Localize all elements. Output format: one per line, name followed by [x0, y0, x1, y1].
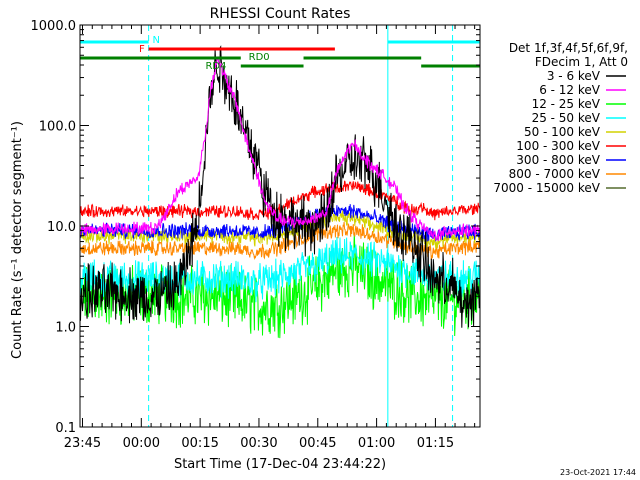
x-tick-label: 00:45 [299, 436, 336, 451]
y-axis-label: Count Rate (s⁻¹ detector segment⁻¹) [10, 121, 25, 359]
legend-header-line-1: Det 1f,3f,4f,5f,6f,9f, [509, 41, 628, 55]
series-line-12-25-kev [79, 232, 481, 339]
legend-header-line-2: FDecim 1, Att 0 [535, 55, 628, 69]
footer-timestamp: 23-Oct-2021 17:44 [560, 468, 636, 477]
legend-label-300-800-kev: 300 - 800 keV [516, 153, 600, 167]
legend-label-25-50-kev: 25 - 50 keV [532, 111, 601, 125]
axes-group: 0.1 1.0 10.0 100.0 1000.0 23:45 00:00 00:15 00:3… [31, 19, 480, 451]
legend-label-50-100-kev: 50 - 100 keV [524, 125, 601, 139]
x-tick-label: 00:00 [123, 436, 160, 451]
x-tick-label: 23:45 [64, 436, 101, 451]
series-line-3-6-kev [79, 45, 481, 328]
legend-label-100-300-kev: 100 - 300 keV [516, 139, 600, 153]
y-tick-label: 1000.0 [31, 19, 77, 34]
legend-label-7000-15000-kev: 7000 - 15000 keV [493, 181, 600, 195]
x-axis-label: Start Time (17-Dec-04 23:44:22) [174, 457, 386, 472]
x-tick-label: 01:15 [417, 436, 454, 451]
y-tick-label: 100.0 [39, 120, 76, 135]
annotation-n: N [153, 35, 160, 46]
x-tick-label: 00:15 [181, 436, 218, 451]
legend-label-12-25-kev: 12 - 25 keV [532, 97, 601, 111]
series-line-100-300-kev [79, 180, 481, 221]
y-tick-label: 0.1 [55, 421, 76, 436]
annotation-rd0: RD0 [249, 52, 270, 63]
series-line-800-7000-kev [79, 221, 481, 261]
status-bars: NF RD0 RD4 [80, 35, 480, 72]
y-tick-label: 10.0 [47, 220, 76, 235]
x-tick-label: 01:00 [358, 436, 395, 451]
y-tick-label: 1.0 [55, 321, 76, 336]
legend-label-6-12-kev: 6 - 12 keV [539, 83, 601, 97]
annotation-rd4: RD4 [205, 61, 226, 72]
annotation-f: F [139, 44, 145, 55]
series-line-6-12-kev [79, 56, 481, 242]
x-tick-label: 00:30 [240, 436, 277, 451]
chart-title: RHESSI Count Rates [210, 6, 351, 22]
series-group [79, 45, 481, 339]
legend-label-800-7000-kev: 800 - 7000 keV [509, 167, 601, 181]
legend-label-3-6-kev: 3 - 6 keV [547, 69, 601, 83]
